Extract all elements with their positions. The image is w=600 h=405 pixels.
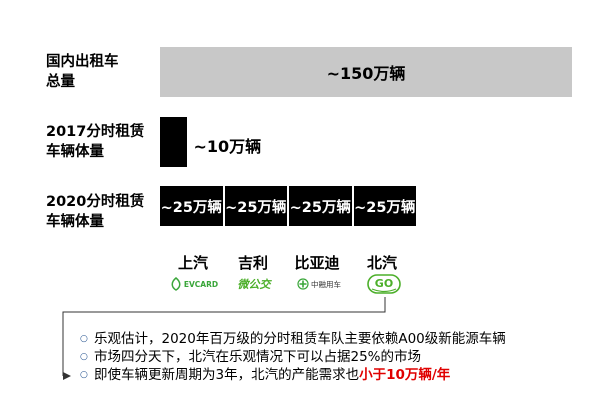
brand-name-byd: 比亚迪 [294,254,340,272]
note-text: 即使车辆更新周期为3年，北汽的产能需求也 [94,367,360,383]
notes-list: ○ 乐观估计，2020年百万级的分时租赁车队主要依赖A00级新能源车辆 ○ 市场四分… [80,330,506,384]
segment-label: ~25万辆 [160,199,222,216]
go-logo-text: GO [374,277,394,290]
category-label-line: 国内出租车 [46,54,119,70]
category-label-line: 2017分时租赁 [46,124,145,140]
micro-bus-logo: 微公交 [226,275,282,293]
segment-label: ~25万辆 [354,199,416,216]
bar-segment-byd: ~25万辆 [289,186,352,226]
evcard-leaf-icon [171,277,181,291]
category-label-line: 车辆体量 [46,144,104,160]
evcard-logo: EVCARD [166,275,222,293]
evcard-logo-text: EVCARD [183,279,219,289]
category-label-2017: 2017分时租赁 车辆体量 [46,122,144,162]
go-logo: GO [364,274,404,294]
brand-name-geely: 吉利 [237,254,268,272]
note-item: ○ 即使车辆更新周期为3年，北汽的产能需求也小于10万辆/年 [80,366,506,384]
note-highlight: 小于10万辆/年 [359,367,451,383]
brand-name-baic: 北汽 [366,254,397,272]
bar-segment-baic: ~25万辆 [353,186,416,226]
bullet-circle-icon: ○ [80,352,88,362]
bar-2017 [160,117,188,167]
category-label-line: 车辆体量 [46,214,104,230]
note-item: ○ 乐观估计，2020年百万级的分时租赁车队主要依赖A00级新能源车辆 [80,330,506,348]
category-label-line: 2020分时租赁 [46,194,145,210]
data-label-taxi-total: ~150万辆 [326,64,406,83]
bar-taxi-total: ~150万辆 [160,47,572,97]
note-text: 市场四分天下，北汽在乐观情况下可以占据25%的市场 [94,349,422,365]
green-cross-icon [297,278,309,290]
data-label-2017: ~10万辆 [193,137,262,156]
segment-label: ~25万辆 [225,199,287,216]
bullet-circle-icon: ○ [80,334,88,344]
bullet-circle-icon: ○ [80,370,88,380]
zhongrong-logo: 中融用车 [290,275,348,293]
category-label-2020: 2020分时租赁 车辆体量 [46,192,144,232]
category-label-taxi-total: 国内出租车 总量 [46,52,119,92]
micro-bus-logo-text: 微公交 [237,278,271,291]
note-item: ○ 市场四分天下，北汽在乐观情况下可以占据25%的市场 [80,348,506,366]
segment-label: ~25万辆 [289,199,351,216]
category-label-line: 总量 [46,74,75,90]
zhongrong-logo-text: 中融用车 [311,279,341,289]
bar-segment-saic: ~25万辆 [160,186,223,226]
note-text: 乐观估计，2020年百万级的分时租赁车队主要依赖A00级新能源车辆 [94,331,506,347]
bar-segment-geely: ~25万辆 [224,186,287,226]
go-badge-icon [367,274,401,294]
brand-name-saic: 上汽 [177,254,208,272]
